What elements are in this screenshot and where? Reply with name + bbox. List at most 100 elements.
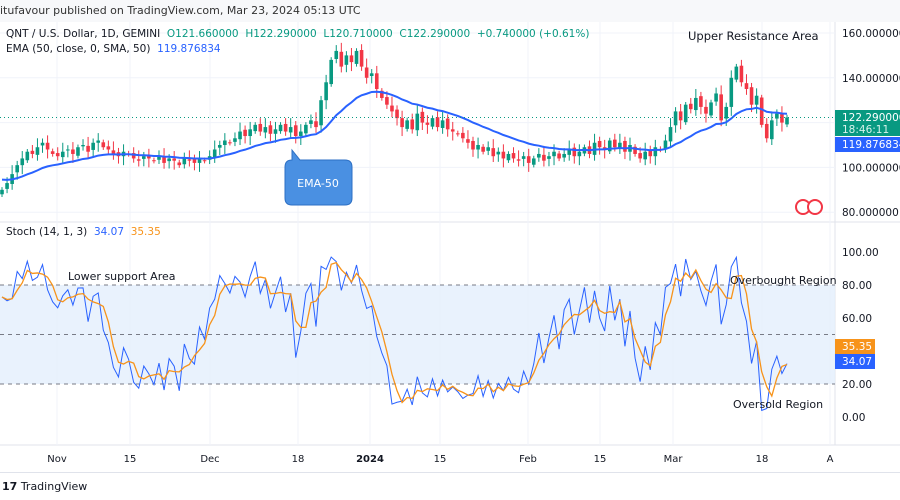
candle-body xyxy=(445,118,450,130)
candle xyxy=(491,139,496,163)
candle xyxy=(106,140,111,154)
candle xyxy=(20,151,25,175)
candle-body xyxy=(719,94,723,121)
economic-event-icon[interactable] xyxy=(807,199,823,215)
candle-body xyxy=(212,149,217,158)
time-tick: 2024 xyxy=(356,454,384,465)
candle xyxy=(329,57,333,87)
time-tick: Mar xyxy=(664,454,684,465)
candle-body xyxy=(243,129,247,137)
candle-body xyxy=(653,147,658,157)
candle xyxy=(30,145,35,159)
time-tick: 15 xyxy=(124,454,137,465)
candle xyxy=(506,151,511,163)
candle-body xyxy=(456,133,460,135)
candle-body xyxy=(420,111,425,123)
footer-brand[interactable]: TradingView xyxy=(20,480,88,493)
candle xyxy=(182,152,187,169)
candle xyxy=(55,147,60,161)
candle xyxy=(486,141,490,156)
candle-body xyxy=(20,158,25,166)
ema-legend[interactable]: EMA (50, close, 0, SMA, 50) 119.876834 xyxy=(6,43,221,55)
candle xyxy=(476,137,480,159)
candle xyxy=(50,148,55,157)
candle xyxy=(694,89,698,116)
candle xyxy=(471,136,475,157)
stoch-label: Stoch (14, 1, 3) xyxy=(6,226,88,238)
candle xyxy=(511,147,516,163)
candle xyxy=(496,147,501,162)
candle xyxy=(248,121,252,145)
candle xyxy=(770,111,774,145)
candle-body xyxy=(167,158,171,162)
candle-body xyxy=(491,148,496,157)
candle xyxy=(354,48,359,67)
candle xyxy=(91,138,95,158)
candle xyxy=(618,133,622,154)
candle xyxy=(557,150,561,162)
time-tick: A xyxy=(827,454,834,465)
footer: 17 TradingView xyxy=(0,472,900,500)
candle xyxy=(258,118,263,136)
time-tick: Feb xyxy=(519,454,537,465)
candle xyxy=(445,114,450,137)
candle xyxy=(81,139,85,151)
candle xyxy=(450,121,455,141)
candle-body xyxy=(481,146,485,152)
time-tick: 18 xyxy=(756,454,769,465)
candle-body xyxy=(182,158,187,165)
candle-body xyxy=(744,83,749,89)
candle xyxy=(319,95,323,133)
ema-price-value: 119.876834 xyxy=(842,139,900,151)
last-price-badge xyxy=(835,110,900,136)
symbol-name[interactable]: QNT / U.S. Dollar, 1D, GEMINI xyxy=(6,28,161,40)
candle-body xyxy=(334,50,339,59)
price-tick: 140.000000 xyxy=(842,73,900,85)
candle-body xyxy=(217,145,222,148)
candle xyxy=(349,48,354,72)
candle xyxy=(729,70,734,116)
candle-body xyxy=(613,139,617,148)
candle xyxy=(764,118,769,143)
candle-body xyxy=(304,124,308,134)
candle-body xyxy=(450,129,455,132)
candle-body xyxy=(547,156,551,159)
candle xyxy=(40,138,45,153)
upper-resistance-label: Upper Resistance Area xyxy=(688,29,819,43)
candle xyxy=(537,148,541,162)
candle xyxy=(45,135,50,159)
candle-body xyxy=(359,50,364,67)
stoch-legend[interactable]: Stoch (14, 1, 3) 34.07 35.35 xyxy=(6,226,161,238)
tradingview-logo-icon[interactable]: 17 xyxy=(2,480,18,493)
candle xyxy=(597,136,602,155)
candle xyxy=(162,148,166,169)
candle-body xyxy=(76,147,80,156)
candle-body xyxy=(435,117,440,128)
candle-body xyxy=(101,142,106,148)
candle xyxy=(481,144,485,155)
stoch-tick: 20.00 xyxy=(842,379,872,391)
candle-body xyxy=(349,55,354,63)
time-tick: Dec xyxy=(200,454,219,465)
candle-body xyxy=(410,119,415,130)
candle xyxy=(719,85,723,127)
candle xyxy=(673,107,678,133)
ema-callout-box xyxy=(284,148,353,206)
candle xyxy=(334,45,339,64)
candle-body xyxy=(187,159,192,161)
candle-body xyxy=(724,106,729,119)
candle-body xyxy=(223,140,227,145)
candle-body xyxy=(30,150,35,154)
candle xyxy=(648,145,653,164)
price-tick: 100.000000 xyxy=(842,162,900,174)
candle-body xyxy=(248,129,252,137)
candle-body xyxy=(501,151,506,159)
candle-body xyxy=(192,158,197,163)
candle-body xyxy=(319,100,323,126)
candle-body xyxy=(618,142,622,149)
candle-body xyxy=(542,154,546,161)
ema-value: 119.876834 xyxy=(157,43,221,55)
candle xyxy=(273,121,278,143)
candle-body xyxy=(81,145,85,147)
